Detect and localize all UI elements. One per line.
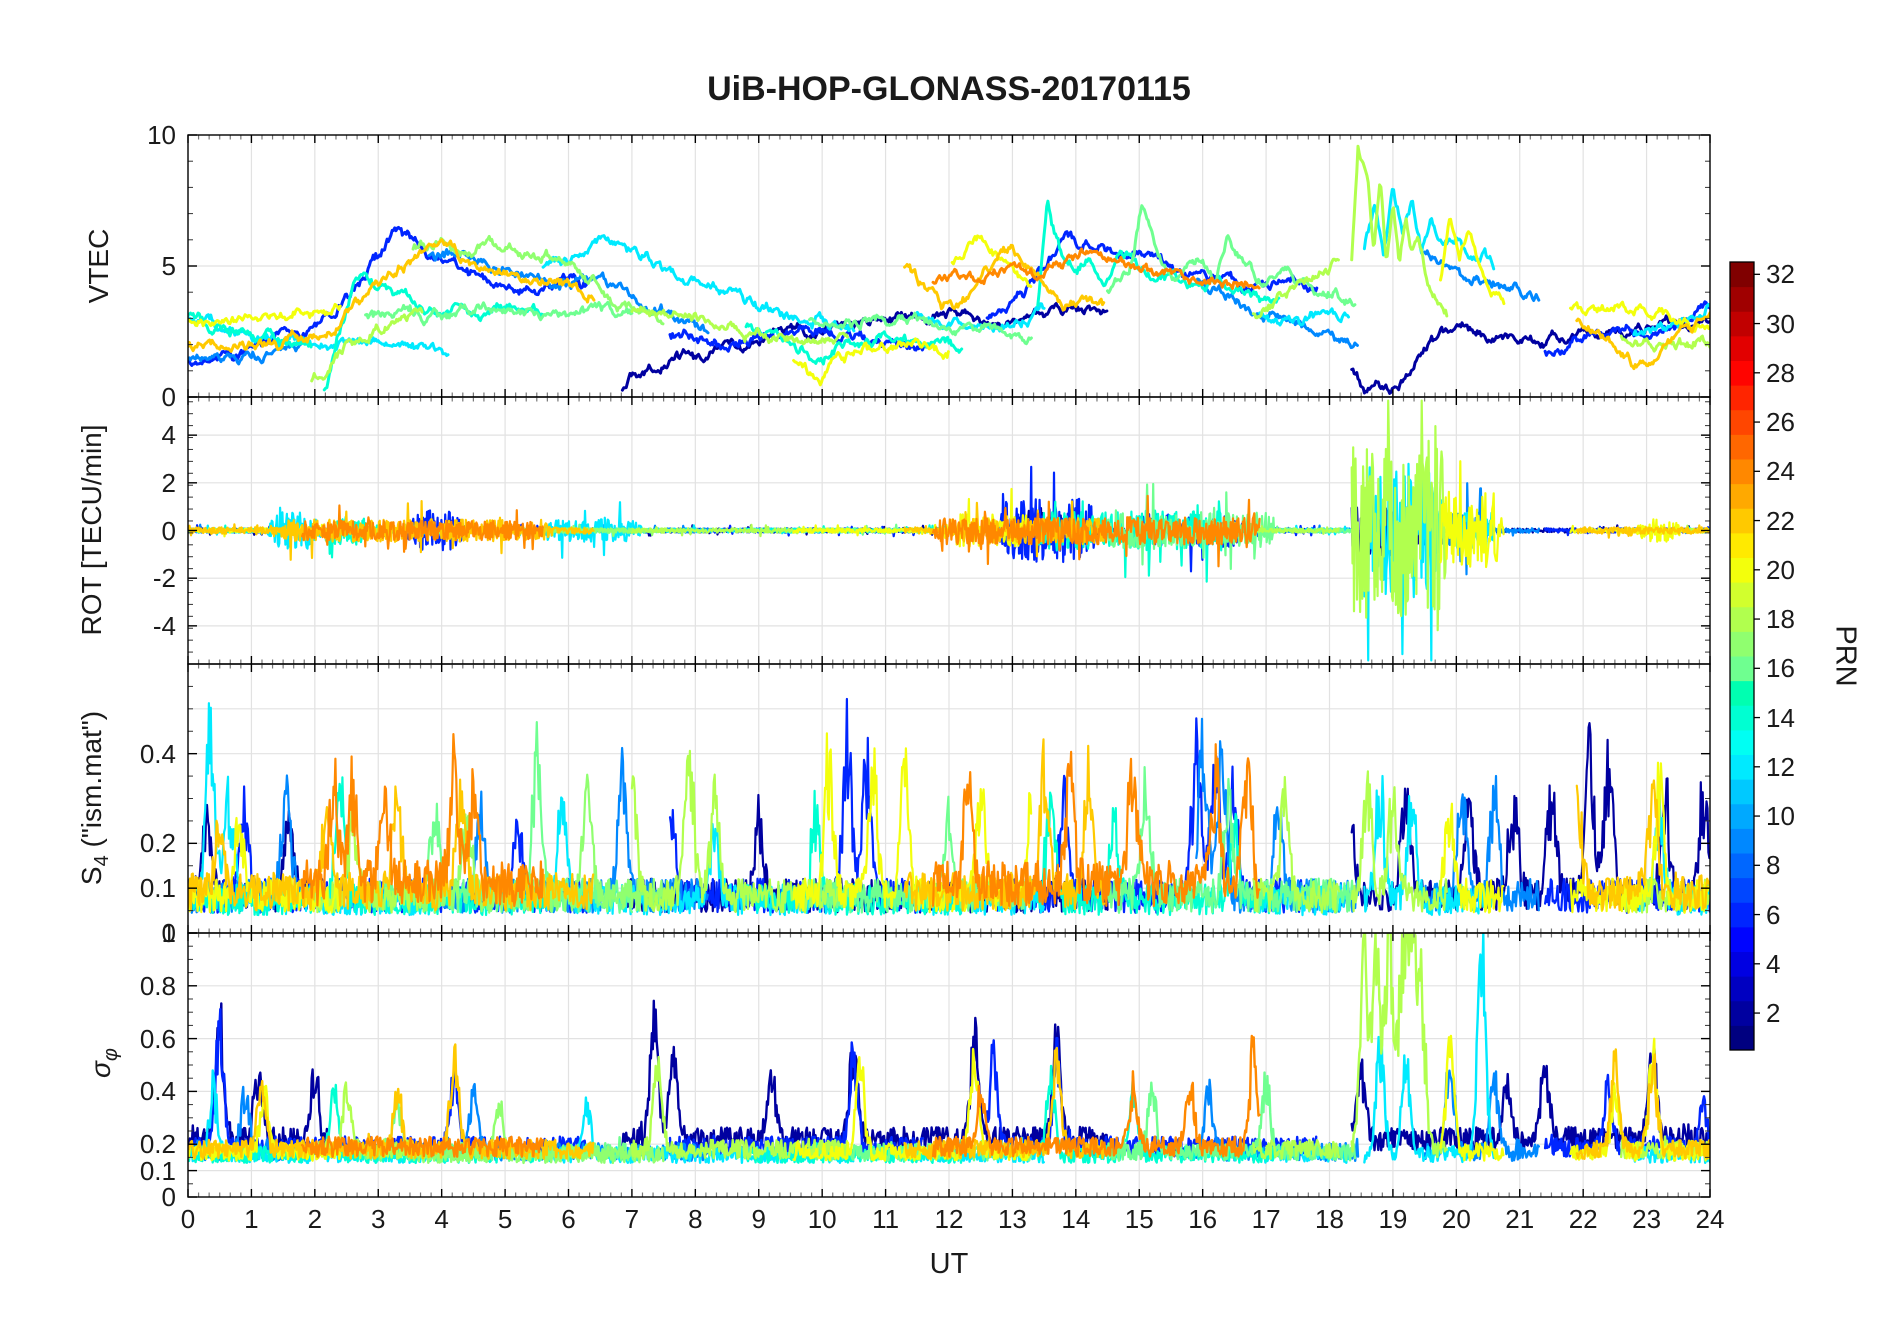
panel-s4-series xyxy=(188,697,1710,917)
panel-sigma_phi-axes xyxy=(187,932,1711,1198)
panel-sigma_phi-series xyxy=(188,933,1710,1165)
panel-vtec-grid xyxy=(188,135,1710,397)
panel-vtec-series xyxy=(188,144,1710,395)
panel-rot-series xyxy=(188,399,1710,662)
colorbar xyxy=(1729,261,1760,1051)
